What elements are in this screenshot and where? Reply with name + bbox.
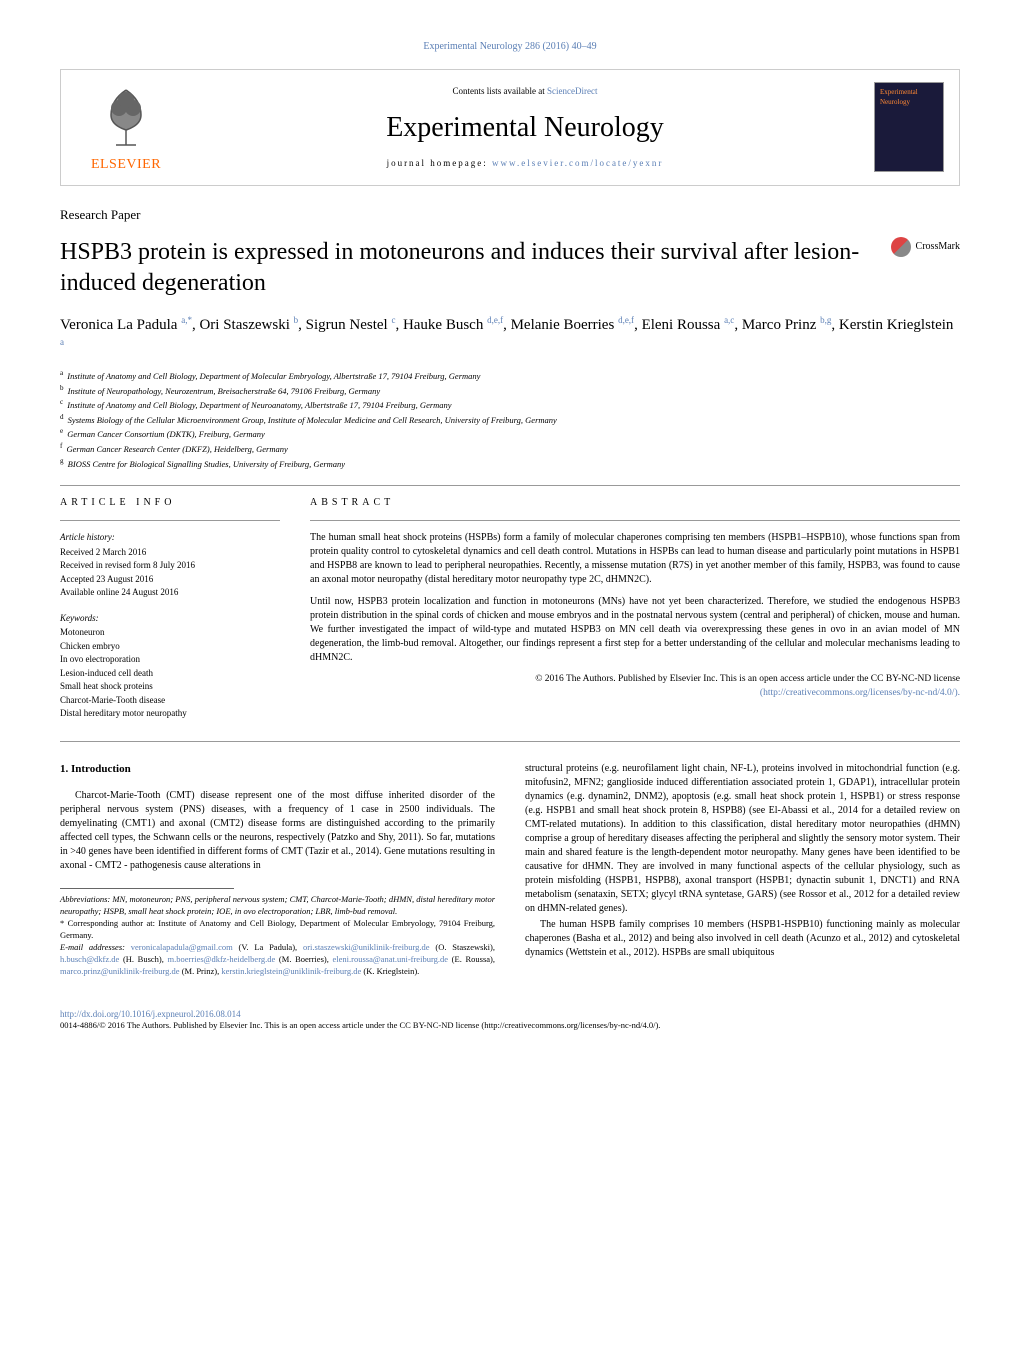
- date-revised: Received in revised form 8 July 2016: [60, 559, 280, 573]
- affiliation-line: d Systems Biology of the Cellular Microe…: [60, 412, 960, 427]
- doi-link[interactable]: http://dx.doi.org/10.1016/j.expneurol.20…: [60, 1009, 241, 1019]
- abbreviations: Abbreviations: MN, motoneuron; PNS, peri…: [60, 894, 495, 918]
- date-accepted: Accepted 23 August 2016: [60, 573, 280, 587]
- publisher-name: ELSEVIER: [91, 155, 161, 175]
- publisher-logo: ELSEVIER: [76, 80, 176, 175]
- keyword: Charcot-Marie-Tooth disease: [60, 694, 280, 708]
- email-link[interactable]: h.busch@dkfz.de: [60, 954, 119, 964]
- abbrev-text: Abbreviations: MN, motoneuron; PNS, peri…: [60, 894, 495, 916]
- keyword: Motoneuron: [60, 626, 280, 640]
- keyword: Chicken embryo: [60, 640, 280, 654]
- paper-type: Research Paper: [60, 206, 960, 224]
- license-line1: © 2016 The Authors. Published by Elsevie…: [535, 674, 960, 684]
- affiliation-line: b Institute of Neuropathology, Neurozent…: [60, 383, 960, 398]
- corresponding-author: * Corresponding author at: Institute of …: [60, 918, 495, 942]
- journal-header: ELSEVIER Contents lists available at Sci…: [60, 69, 960, 186]
- history-label: Article history:: [60, 531, 280, 544]
- contents-prefix: Contents lists available at: [453, 86, 547, 96]
- affiliation-line: e German Cancer Consortium (DKTK), Freib…: [60, 426, 960, 441]
- homepage-link[interactable]: www.elsevier.com/locate/yexnr: [492, 158, 663, 168]
- article-info: article info Article history: Received 2…: [60, 496, 280, 721]
- journal-cover: Experimental Neurology: [874, 82, 944, 172]
- email-link[interactable]: veronicalapadula@gmail.com: [131, 942, 233, 952]
- affiliation-line: g BIOSS Centre for Biological Signalling…: [60, 456, 960, 471]
- sciencedirect-link[interactable]: ScienceDirect: [547, 86, 597, 96]
- divider: [310, 520, 960, 521]
- divider: [60, 485, 960, 486]
- abstract-heading: abstract: [310, 496, 960, 510]
- doi: http://dx.doi.org/10.1016/j.expneurol.20…: [60, 1008, 960, 1021]
- affiliations: a Institute of Anatomy and Cell Biology,…: [60, 368, 960, 470]
- keyword: Distal hereditary motor neuropathy: [60, 707, 280, 721]
- affiliation-line: a Institute of Anatomy and Cell Biology,…: [60, 368, 960, 383]
- keywords-list: MotoneuronChicken embryoIn ovo electropo…: [60, 626, 280, 721]
- intro-p3: The human HSPB family comprises 10 membe…: [525, 918, 960, 960]
- contents-line: Contents lists available at ScienceDirec…: [176, 85, 874, 98]
- email-link[interactable]: kerstin.krieglstein@uniklinik-freiburg.d…: [221, 966, 361, 976]
- email-link[interactable]: ori.staszewski@uniklinik-freiburg.de: [303, 942, 430, 952]
- crossmark-icon: [891, 237, 911, 257]
- footnotes: Abbreviations: MN, motoneuron; PNS, peri…: [60, 894, 495, 977]
- article-info-heading: article info: [60, 496, 280, 510]
- email-link[interactable]: eleni.roussa@anat.uni-freiburg.de: [332, 954, 448, 964]
- citation: Experimental Neurology 286 (2016) 40–49: [60, 40, 960, 54]
- keyword: Lesion-induced cell death: [60, 667, 280, 681]
- homepage-prefix: journal homepage:: [387, 158, 492, 168]
- crossmark-label: CrossMark: [916, 240, 960, 254]
- abstract: abstract The human small heat shock prot…: [310, 496, 960, 721]
- crossmark-badge[interactable]: CrossMark: [891, 237, 960, 257]
- abstract-para2: Until now, HSPB3 protein localization an…: [310, 595, 960, 665]
- intro-p2: structural proteins (e.g. neurofilament …: [525, 762, 960, 916]
- keyword: In ovo electroporation: [60, 653, 280, 667]
- divider: [60, 741, 960, 742]
- right-column: structural proteins (e.g. neurofilament …: [525, 762, 960, 978]
- date-online: Available online 24 August 2016: [60, 586, 280, 600]
- homepage-line: journal homepage: www.elsevier.com/locat…: [176, 157, 874, 170]
- introduction-heading: 1. Introduction: [60, 762, 495, 777]
- affiliation-line: c Institute of Anatomy and Cell Biology,…: [60, 397, 960, 412]
- license-link[interactable]: (http://creativecommons.org/licenses/by-…: [760, 688, 960, 698]
- paper-title: HSPB3 protein is expressed in motoneuron…: [60, 237, 891, 299]
- left-column: 1. Introduction Charcot-Marie-Tooth (CMT…: [60, 762, 495, 978]
- email-link[interactable]: marco.prinz@uniklinik-freiburg.de: [60, 966, 180, 976]
- keyword: Small heat shock proteins: [60, 680, 280, 694]
- email-link[interactable]: m.boerries@dkfz-heidelberg.de: [168, 954, 276, 964]
- journal-title: Experimental Neurology: [176, 108, 874, 147]
- divider: [60, 520, 280, 521]
- elsevier-tree-icon: [91, 80, 161, 150]
- keywords-label: Keywords:: [60, 612, 280, 625]
- date-received: Received 2 March 2016: [60, 546, 280, 560]
- copyright: 0014-4886/© 2016 The Authors. Published …: [60, 1020, 960, 1032]
- affiliation-line: f German Cancer Research Center (DKFZ), …: [60, 441, 960, 456]
- authors-list: Veronica La Padula a,*, Ori Staszewski b…: [60, 314, 960, 358]
- abstract-para1: The human small heat shock proteins (HSP…: [310, 531, 960, 587]
- intro-p1: Charcot-Marie-Tooth (CMT) disease repres…: [60, 789, 495, 873]
- footnote-divider: [60, 888, 234, 889]
- email-addresses: E-mail addresses: veronicalapadula@gmail…: [60, 942, 495, 978]
- license-text: © 2016 The Authors. Published by Elsevie…: [310, 673, 960, 700]
